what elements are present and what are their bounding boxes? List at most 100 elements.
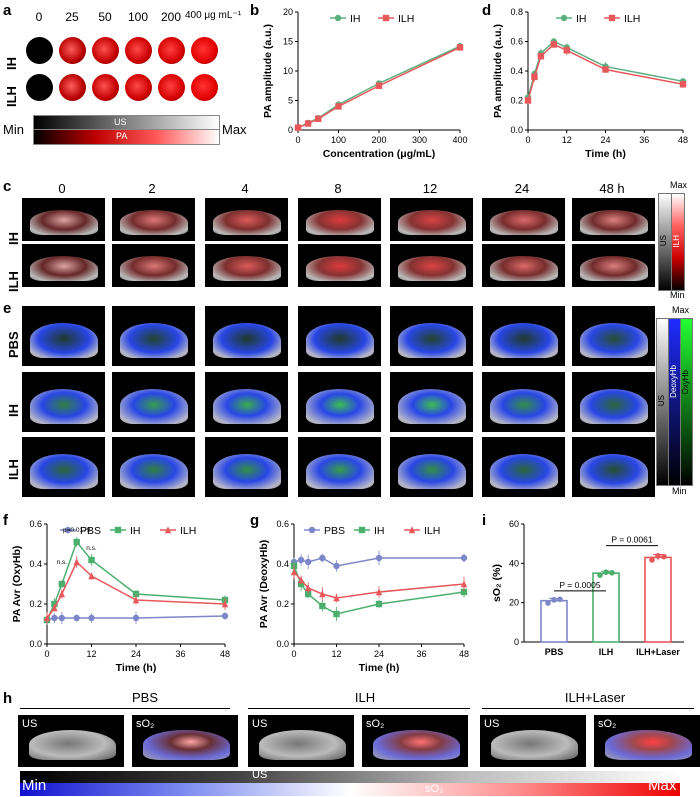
c-row-label-ilh: ILH — [6, 271, 21, 292]
c-tile — [572, 198, 655, 241]
c-tile — [298, 244, 381, 287]
x-tick-label: 24 — [600, 135, 610, 145]
colorbar-min-label: Min — [3, 122, 24, 137]
panel-label-b: b — [250, 2, 260, 19]
c-time-label: 24 — [514, 181, 530, 196]
data-point-pbs — [73, 614, 80, 622]
e-oxy-label: OxyHb — [681, 370, 690, 395]
data-point-ilh — [537, 53, 545, 60]
h-so2-colorbar: sO₂ — [20, 783, 680, 796]
c-bar-max: Max — [670, 180, 688, 190]
x-tick-label: 48 — [678, 135, 688, 145]
c-tile — [572, 244, 655, 287]
e-bar-max: Max — [672, 305, 690, 315]
x-tick-label: 300 — [412, 135, 427, 145]
phantom-disc — [26, 37, 53, 64]
phantom-disc — [59, 37, 86, 64]
y-tick-label: 0.4 — [510, 66, 523, 76]
h-us-mound — [490, 729, 578, 760]
x-tick-label: 12 — [86, 649, 96, 659]
x-tick-label: 24 — [374, 649, 384, 659]
category-label: ILH+Laser — [636, 647, 680, 657]
h-us-label: US — [22, 718, 38, 730]
h-so2-mound — [142, 729, 230, 760]
data-point-ih — [460, 588, 468, 596]
y-tick-label: 0.0 — [29, 639, 42, 649]
c-tile-mound — [306, 210, 375, 235]
x-tick-label: 0 — [295, 135, 300, 145]
data-point-ilh — [335, 103, 342, 110]
h-group-rule-ilh — [248, 708, 470, 709]
c-tile-mound — [580, 210, 649, 235]
e-tile-mound — [490, 322, 559, 358]
h-bar-min: Min — [22, 777, 47, 794]
data-point-ilh — [88, 572, 95, 580]
h-so2-label: sO₂ — [598, 718, 617, 730]
chart-b-concentration: 0 100 200 300 400 0 5 10 15 20 Concentration (μg/m… — [262, 7, 468, 160]
phantom-disc — [26, 74, 53, 101]
bar-point — [557, 596, 563, 603]
e-tile — [482, 437, 565, 497]
e-row-label-pbs: PBS — [6, 331, 21, 358]
panel-label-c: c — [3, 178, 12, 195]
e-tile — [390, 437, 473, 497]
data-point-ih — [132, 590, 140, 598]
bar-point — [597, 572, 603, 578]
e-tile-mound — [306, 453, 375, 489]
chart-g-deoxyhb: 0 12 24 36 48 0.0 0.2 0.4 0.6 Time (h) PA Avr (Deo… — [258, 519, 469, 674]
legend-label-ih: IH — [130, 525, 141, 537]
y-tick-label: 0.2 — [510, 96, 523, 106]
phantom-disc — [191, 37, 218, 64]
y-tick-label: 0.4 — [29, 559, 42, 569]
h-so2-mound — [372, 729, 460, 760]
e-tile — [298, 306, 381, 366]
c-tile-mound — [120, 256, 189, 281]
x-tick-label: 36 — [639, 135, 649, 145]
e-tile-mound — [306, 322, 375, 358]
h-group-rule-ilh-laser — [482, 708, 694, 709]
phantom-disc — [92, 74, 119, 101]
y-tick-label: 15 — [283, 37, 293, 47]
x-tick-label: 0 — [291, 649, 296, 659]
panel-label-f: f — [3, 512, 8, 529]
legend-marker-pbs — [64, 526, 72, 534]
bar-point — [655, 553, 661, 559]
c-time-label: 0 — [58, 181, 66, 196]
y-axis-label: sO₂ (%) — [491, 564, 503, 602]
x-tick-label: 36 — [416, 649, 426, 659]
data-point-ilh — [375, 588, 383, 596]
c-tile-mound — [120, 210, 189, 235]
c-ilh-label: ILH — [672, 235, 681, 248]
e-tile-mound — [120, 388, 189, 424]
data-point-ilh — [531, 73, 538, 81]
conc-label-200: 200 — [160, 10, 182, 24]
series-ilh — [290, 564, 468, 603]
phantom-disc — [191, 74, 218, 101]
e-tile — [572, 372, 655, 432]
e-tile — [572, 437, 655, 497]
data-point-ilh — [51, 604, 58, 612]
c-time-label: 8 — [334, 181, 342, 196]
y-axis-label: PA amplitude (a.u.) — [492, 24, 504, 118]
data-point-ilh — [333, 594, 340, 602]
legend-marker-pbs — [308, 526, 316, 534]
data-point-ih — [333, 610, 340, 618]
y-tick-label: 0.8 — [510, 7, 523, 17]
c-time-label: 48 h — [599, 181, 625, 196]
annotation: p=0.0179 — [63, 527, 91, 534]
c-tile — [390, 244, 473, 287]
y-tick-label: 0.6 — [510, 37, 523, 47]
data-point-ilh — [58, 590, 66, 598]
e-bar-min: Min — [672, 486, 687, 496]
phantom-disc — [125, 37, 152, 64]
e-tile — [298, 372, 381, 432]
c-tile — [205, 198, 288, 241]
h-so2-label: sO₂ — [366, 718, 385, 730]
e-tile — [572, 306, 655, 366]
c-bar-min: Min — [670, 290, 685, 300]
h-us-tile: US — [248, 715, 354, 767]
series-ilh — [524, 40, 687, 105]
y-axis-label: PA amplitude (a.u.) — [262, 24, 274, 118]
x-tick-label: 48 — [220, 649, 230, 659]
c-tile-mound — [580, 256, 649, 281]
